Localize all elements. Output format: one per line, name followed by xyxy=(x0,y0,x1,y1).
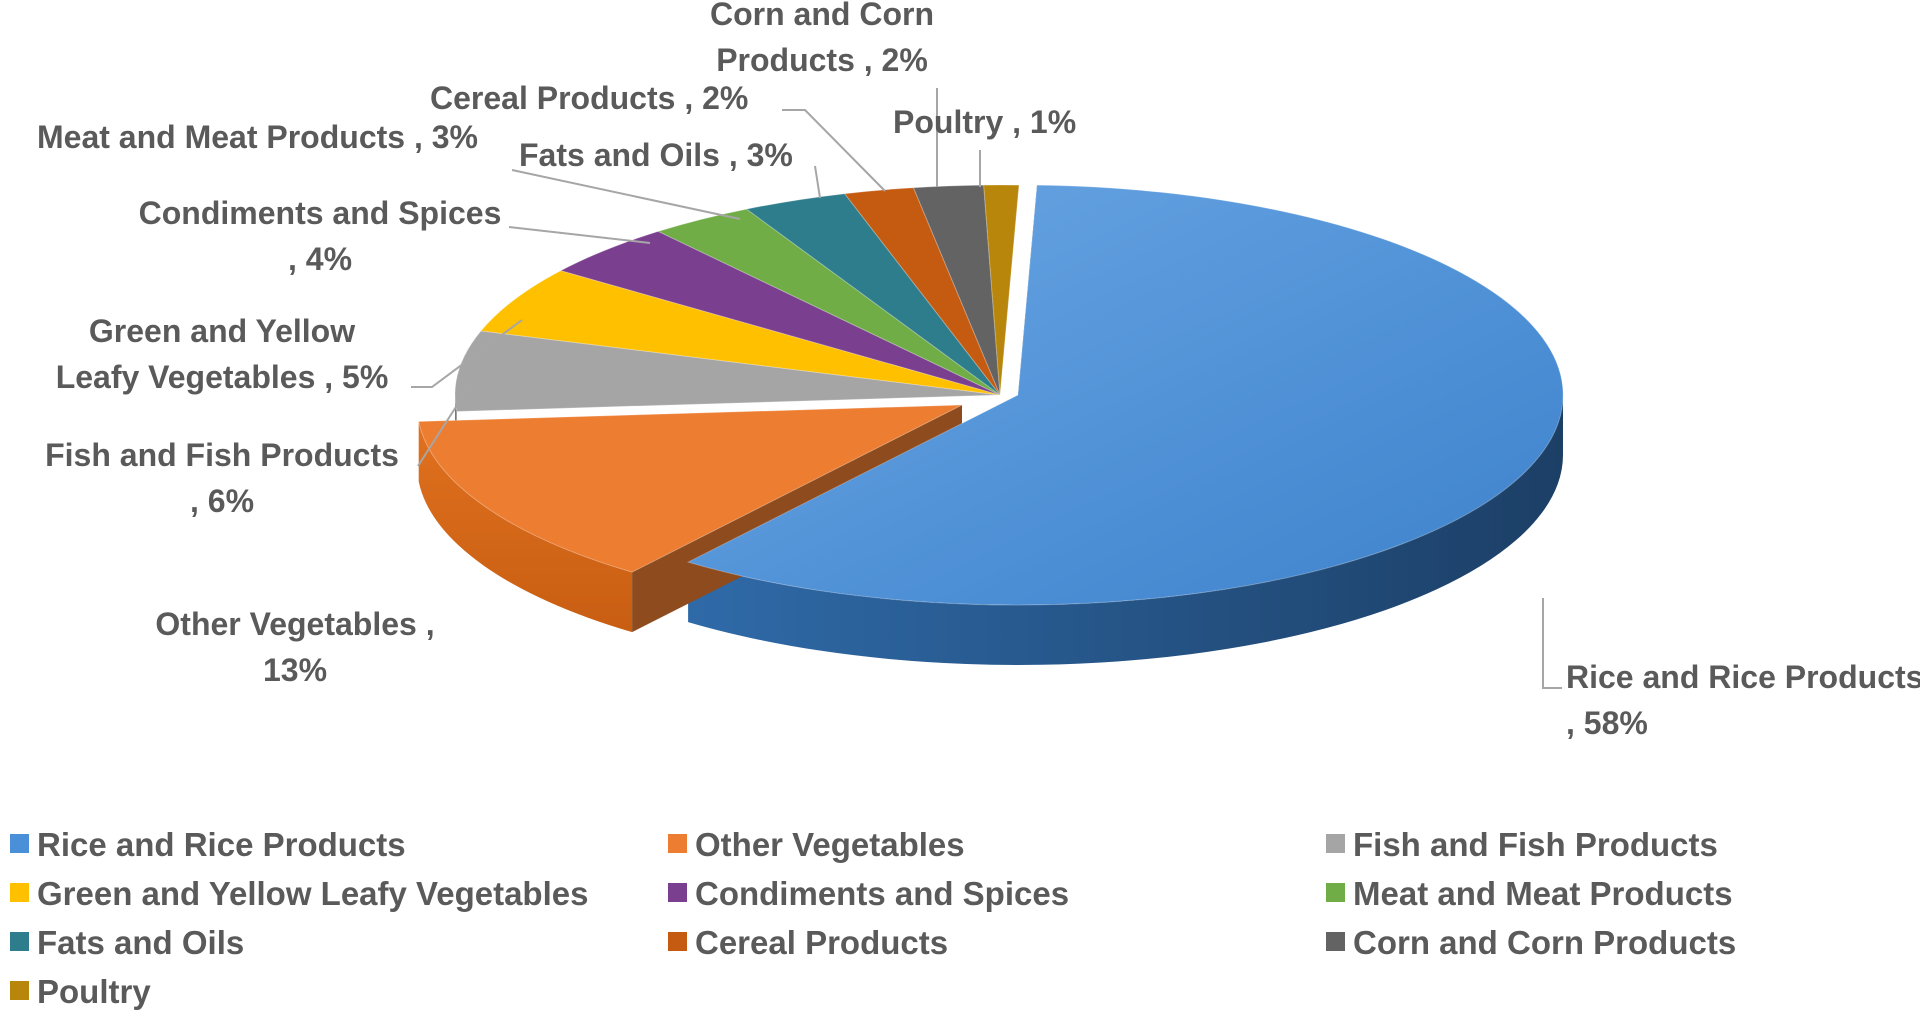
legend-item-cereal-products: Cereal Products xyxy=(668,924,948,961)
slice-condiments-and-spices xyxy=(559,230,1001,396)
legend-label-rice-and-rice-products: Rice and Rice Products xyxy=(37,826,406,863)
legend-label-meat-and-meat-products: Meat and Meat Products xyxy=(1353,875,1733,912)
legend-swatch-condiments-and-spices xyxy=(668,883,687,902)
legend-item-rice-and-rice-products: Rice and Rice Products xyxy=(10,826,406,863)
slice-fats-and-oils xyxy=(745,193,1001,396)
slice-rice-and-rice-products xyxy=(686,184,1564,606)
legend-swatch-cereal-products xyxy=(668,932,687,951)
leader-line-rice-and-rice-products xyxy=(1542,598,1562,689)
data-label-meat-and-meat-products: Meat and Meat Products , 3% xyxy=(37,119,478,155)
legend-item-poultry: Poultry xyxy=(10,973,151,1010)
slice-poultry xyxy=(983,184,1020,396)
data-label-other-vegetables: Other Vegetables , 13% xyxy=(155,606,434,688)
legend-label-condiments-and-spices: Condiments and Spices xyxy=(695,875,1069,912)
legend-swatch-corn-and-corn-products xyxy=(1326,932,1345,951)
slice-side-rice-and-rice-products xyxy=(688,395,1563,665)
legend-label-fats-and-oils: Fats and Oils xyxy=(37,924,244,961)
legend-item-meat-and-meat-products: Meat and Meat Products xyxy=(1326,875,1733,912)
slice-green-and-yellow-leafy-vegetables xyxy=(480,270,1001,396)
legend-swatch-rice-and-rice-products xyxy=(10,834,29,853)
legend-item-other-vegetables: Other Vegetables xyxy=(668,826,965,863)
leader-line-fats-and-oils xyxy=(814,165,821,199)
legend-swatch-fats-and-oils xyxy=(10,932,29,951)
legend-swatch-green-and-yellow-leafy-vegetables xyxy=(10,883,29,902)
legend-label-cereal-products: Cereal Products xyxy=(695,924,948,961)
data-label-rice-and-rice-products: Rice and Rice Products, 58% xyxy=(1566,659,1920,741)
data-label-condiments-and-spices: Condiments and Spices, 4% xyxy=(139,195,502,277)
legend-label-corn-and-corn-products: Corn and Corn Products xyxy=(1353,924,1736,961)
legend-item-fish-and-fish-products: Fish and Fish Products xyxy=(1326,826,1718,863)
legend-swatch-meat-and-meat-products xyxy=(1326,883,1345,902)
legend-item-corn-and-corn-products: Corn and Corn Products xyxy=(1326,924,1736,961)
data-label-cereal-products: Cereal Products , 2% xyxy=(430,80,748,116)
data-label-poultry: Poultry , 1% xyxy=(893,104,1076,140)
legend-label-fish-and-fish-products: Fish and Fish Products xyxy=(1353,826,1718,863)
legend-swatch-other-vegetables xyxy=(668,834,687,853)
data-label-fish-and-fish-products: Fish and Fish Products, 6% xyxy=(45,437,399,519)
legend-item-condiments-and-spices: Condiments and Spices xyxy=(668,875,1069,912)
data-label-green-and-yellow-leafy-vegetables: Green and Yellow Leafy Vegetables , 5% xyxy=(56,313,389,395)
legend-item-green-and-yellow-leafy-vegetables: Green and Yellow Leafy Vegetables xyxy=(10,875,588,912)
slice-other-vegetables xyxy=(418,404,963,573)
data-label-corn-and-corn-products: Corn and Corn Products , 2% xyxy=(710,0,934,78)
leader-line-meat-and-meat-products xyxy=(511,169,741,220)
slice-corn-and-corn-products xyxy=(912,184,1001,396)
data-label-fats-and-oils: Fats and Oils , 3% xyxy=(519,137,793,173)
legend-swatch-poultry xyxy=(10,981,29,1000)
legend-item-fats-and-oils: Fats and Oils xyxy=(10,924,244,961)
leader-line-fish-and-fish-products xyxy=(417,384,471,467)
slice-cereal-products xyxy=(843,187,1001,396)
leader-line-condiments-and-spices xyxy=(508,226,651,244)
leader-line-green-and-yellow-leafy-vegetables xyxy=(411,319,523,388)
legend-label-other-vegetables: Other Vegetables xyxy=(695,826,965,863)
legend-label-green-and-yellow-leafy-vegetables: Green and Yellow Leafy Vegetables xyxy=(37,875,588,912)
leader-line-cereal-products xyxy=(782,109,886,192)
slice-meat-and-meat-products xyxy=(656,208,1001,396)
slice-side-other-vegetables xyxy=(418,421,633,633)
legend-label-poultry: Poultry xyxy=(37,973,151,1010)
legend-swatch-fish-and-fish-products xyxy=(1326,834,1345,853)
